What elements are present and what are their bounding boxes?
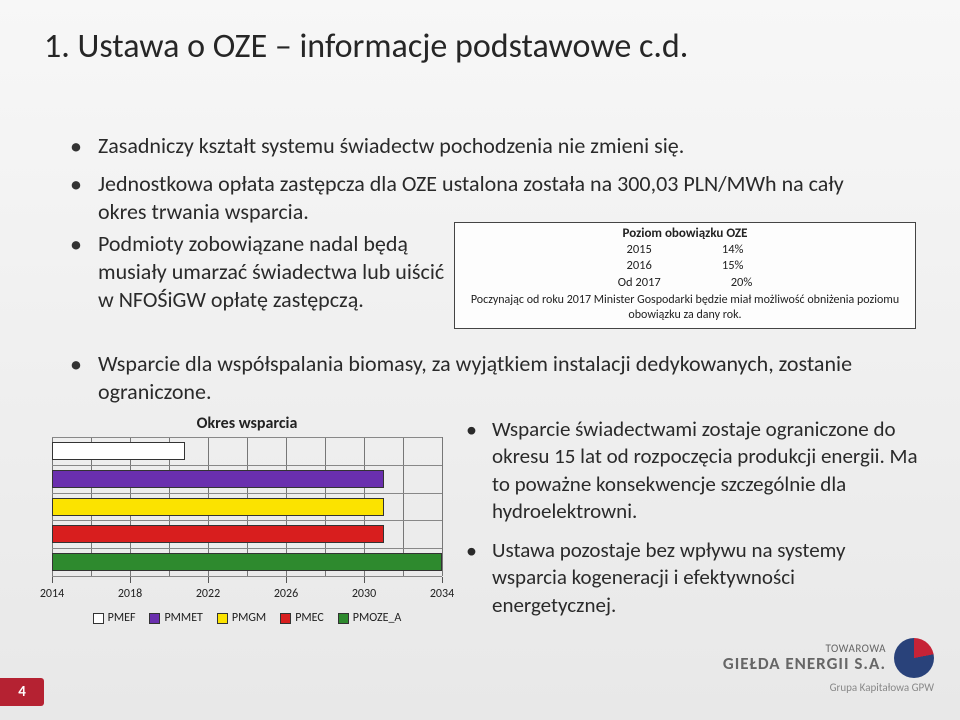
- chart-plot-area: [52, 437, 442, 577]
- logo-text: TOWAROWA GIEŁDA ENERGII S.A.: [723, 643, 886, 672]
- chart-bar: [52, 525, 384, 543]
- axis-label: 2030: [352, 587, 376, 601]
- slide: 1. Ustawa o OZE – informacje podstawowe …: [0, 0, 960, 720]
- legend-item: PMOZE_A: [338, 611, 402, 625]
- axis-label: 2014: [40, 587, 64, 601]
- chart-bar: [52, 442, 185, 460]
- support-period-chart: Okres wsparcia 201420182022202620302034 …: [52, 414, 442, 632]
- axis-tick: [364, 577, 365, 583]
- chart-bar: [52, 498, 384, 516]
- chart-bar: [52, 553, 442, 571]
- page-number: 4: [0, 678, 44, 706]
- mid-bullet: Wsparcie dla współspalania biomasy, za w…: [70, 350, 890, 406]
- table-pct: 20%: [731, 275, 753, 291]
- table-year: 2015: [627, 242, 652, 258]
- top-bullet-list: Zasadniczy kształt systemu świadectw poc…: [70, 132, 890, 236]
- table-note: Poczynając od roku 2017 Minister Gospoda…: [463, 293, 907, 323]
- chart-row-divider: [52, 520, 442, 521]
- axis-tick: [130, 577, 131, 583]
- legend-label: PMEF: [108, 611, 136, 625]
- legend-label: PMGM: [232, 611, 266, 625]
- legend-label: PMOZE_A: [353, 611, 402, 625]
- legend-item: PMEC: [280, 611, 324, 625]
- legend-swatch-icon: [149, 613, 160, 624]
- table-pct: 15%: [722, 258, 744, 274]
- chart-axis-labels: 201420182022202620302034: [52, 587, 442, 605]
- legend-swatch-icon: [93, 613, 104, 624]
- slide-title: 1. Ustawa o OZE – informacje podstawowe …: [44, 26, 688, 67]
- legend-swatch-icon: [217, 613, 228, 624]
- right-bullet-list: Wsparcie świadectwami zostaje ograniczon…: [466, 416, 918, 631]
- chart-row-divider: [52, 548, 442, 549]
- bullet-item: Zasadniczy kształt systemu świadectw poc…: [70, 132, 890, 160]
- axis-tick: [442, 577, 443, 583]
- footer-logo: TOWAROWA GIEŁDA ENERGII S.A. Grupa Kapit…: [723, 638, 934, 694]
- axis-tick: [52, 577, 53, 583]
- table-row: 2015 14%: [463, 242, 907, 258]
- axis-tick: [208, 577, 209, 583]
- bullet-item: Podmioty zobowiązane nadal będą musiały …: [70, 230, 450, 314]
- chart-axis-ticks: [52, 577, 442, 587]
- legend-item: PMGM: [217, 611, 266, 625]
- logo-mark-icon: [894, 638, 934, 678]
- chart-row-divider: [52, 465, 442, 466]
- left-sub-bullet: Podmioty zobowiązane nadal będą musiały …: [70, 230, 450, 314]
- table-pct: 14%: [722, 242, 744, 258]
- chart-row-divider: [52, 493, 442, 494]
- legend-item: PMEF: [93, 611, 136, 625]
- chart-row-divider: [52, 437, 442, 438]
- legend-item: PMMET: [149, 611, 202, 625]
- table-header: Poziom obowiązku OZE: [463, 226, 907, 241]
- table-row: Od 2017 20%: [463, 275, 907, 291]
- axis-label: 2026: [274, 587, 298, 601]
- legend-label: PMMET: [164, 611, 202, 625]
- chart-gridline: [442, 437, 443, 576]
- axis-label: 2022: [196, 587, 220, 601]
- bullet-item: Wsparcie świadectwami zostaje ograniczon…: [466, 416, 918, 525]
- logo-top: TOWAROWA GIEŁDA ENERGII S.A.: [723, 638, 934, 678]
- oze-obligation-table: Poziom obowiązku OZE 2015 14% 2016 15% O…: [454, 222, 916, 329]
- table-year: Od 2017: [618, 275, 661, 291]
- legend-label: PMEC: [295, 611, 324, 625]
- legend-swatch-icon: [338, 613, 349, 624]
- axis-label: 2018: [118, 587, 142, 601]
- bullet-item: Jednostkowa opłata zastępcza dla OZE ust…: [70, 170, 890, 226]
- table-year: 2016: [627, 258, 652, 274]
- table-row: 2016 15%: [463, 258, 907, 274]
- bullet-item: Wsparcie dla współspalania biomasy, za w…: [70, 350, 890, 406]
- bullet-item: Ustawa pozostaje bez wpływu na systemy w…: [466, 537, 918, 619]
- logo-subtitle: Grupa Kapitałowa GPW: [723, 681, 934, 694]
- axis-label: 2034: [430, 587, 454, 601]
- logo-line2: GIEŁDA ENERGII S.A.: [723, 655, 886, 673]
- chart-legend: PMEF PMMET PMGM PMEC PMOZE_A: [52, 611, 442, 625]
- legend-swatch-icon: [280, 613, 291, 624]
- axis-tick: [286, 577, 287, 583]
- chart-bar: [52, 470, 384, 488]
- chart-title: Okres wsparcia: [52, 414, 442, 433]
